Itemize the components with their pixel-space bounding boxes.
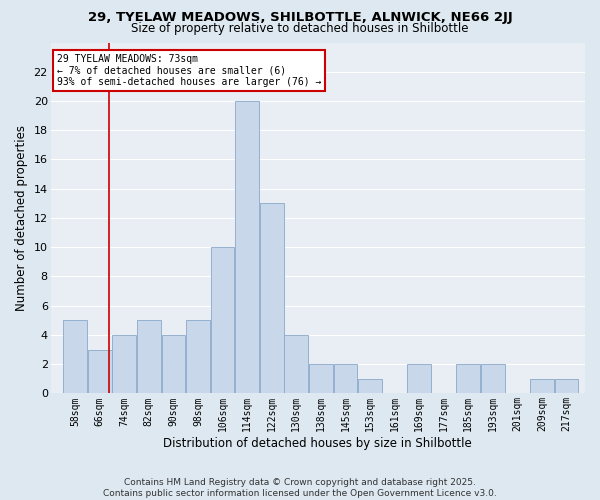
X-axis label: Distribution of detached houses by size in Shilbottle: Distribution of detached houses by size …	[163, 437, 472, 450]
Bar	[112, 335, 136, 394]
Bar	[530, 379, 554, 394]
Y-axis label: Number of detached properties: Number of detached properties	[15, 125, 28, 311]
Bar	[481, 364, 505, 394]
Bar	[235, 101, 259, 394]
Text: Contains HM Land Registry data © Crown copyright and database right 2025.
Contai: Contains HM Land Registry data © Crown c…	[103, 478, 497, 498]
Bar	[161, 335, 185, 394]
Bar	[186, 320, 210, 394]
Bar	[284, 335, 308, 394]
Text: 29 TYELAW MEADOWS: 73sqm
← 7% of detached houses are smaller (6)
93% of semi-det: 29 TYELAW MEADOWS: 73sqm ← 7% of detache…	[57, 54, 321, 88]
Bar	[407, 364, 431, 394]
Bar	[260, 204, 284, 394]
Bar	[64, 320, 87, 394]
Text: Size of property relative to detached houses in Shilbottle: Size of property relative to detached ho…	[131, 22, 469, 35]
Bar	[211, 247, 235, 394]
Bar	[555, 379, 578, 394]
Bar	[334, 364, 357, 394]
Bar	[137, 320, 161, 394]
Bar	[88, 350, 112, 394]
Bar	[457, 364, 480, 394]
Bar	[358, 379, 382, 394]
Text: 29, TYELAW MEADOWS, SHILBOTTLE, ALNWICK, NE66 2JJ: 29, TYELAW MEADOWS, SHILBOTTLE, ALNWICK,…	[88, 11, 512, 24]
Bar	[309, 364, 332, 394]
